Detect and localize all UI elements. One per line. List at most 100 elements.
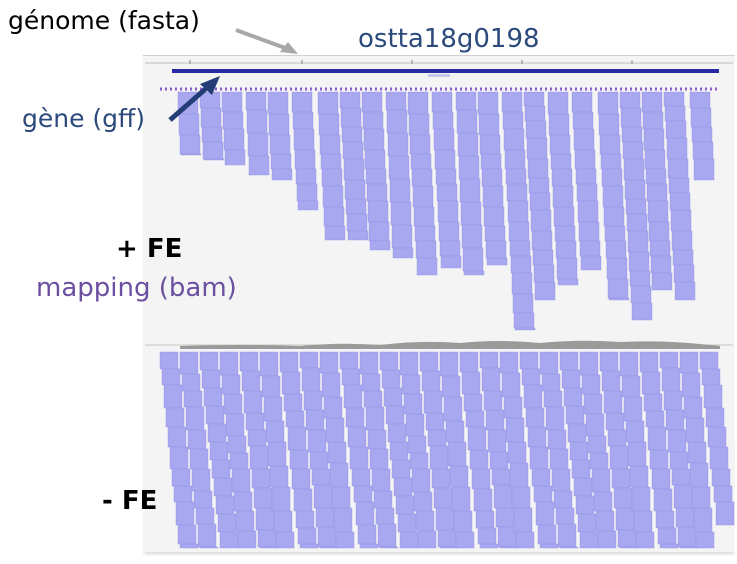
aligned-read[interactable] bbox=[619, 91, 641, 109]
aligned-read[interactable] bbox=[479, 351, 499, 369]
aligned-read[interactable] bbox=[569, 441, 589, 461]
aligned-read[interactable] bbox=[339, 351, 359, 370]
aligned-read[interactable] bbox=[223, 393, 243, 415]
aligned-read[interactable] bbox=[499, 546, 519, 549]
aligned-read[interactable] bbox=[485, 409, 505, 431]
aligned-read[interactable] bbox=[379, 546, 399, 549]
aligned-read[interactable] bbox=[509, 462, 529, 488]
aligned-read[interactable] bbox=[435, 168, 457, 185]
aligned-read[interactable] bbox=[415, 510, 435, 532]
aligned-read[interactable] bbox=[679, 351, 699, 374]
aligned-read[interactable] bbox=[641, 371, 661, 395]
aligned-read[interactable] bbox=[486, 257, 508, 266]
aligned-read[interactable] bbox=[549, 134, 571, 155]
aligned-read[interactable] bbox=[229, 452, 249, 470]
aligned-read[interactable] bbox=[405, 413, 425, 437]
aligned-read[interactable] bbox=[386, 109, 408, 134]
aligned-read[interactable] bbox=[683, 396, 703, 419]
aligned-read[interactable] bbox=[180, 153, 202, 156]
aligned-read[interactable] bbox=[307, 429, 327, 453]
aligned-read[interactable] bbox=[467, 426, 487, 451]
aligned-read[interactable] bbox=[483, 206, 505, 227]
aligned-read[interactable] bbox=[659, 543, 679, 549]
aligned-read[interactable] bbox=[579, 531, 599, 549]
aligned-read[interactable] bbox=[693, 158, 715, 181]
aligned-read[interactable] bbox=[624, 179, 646, 200]
aligned-read[interactable] bbox=[269, 465, 289, 488]
aligned-read[interactable] bbox=[527, 426, 547, 448]
aligned-read[interactable] bbox=[341, 126, 363, 143]
aligned-read[interactable] bbox=[407, 91, 429, 115]
aligned-read[interactable] bbox=[691, 126, 713, 143]
aligned-read[interactable] bbox=[299, 351, 319, 369]
aligned-read[interactable] bbox=[175, 501, 195, 526]
aligned-read[interactable] bbox=[567, 423, 587, 443]
aligned-read[interactable] bbox=[345, 407, 365, 428]
aligned-read[interactable] bbox=[689, 462, 709, 488]
aligned-read[interactable] bbox=[578, 221, 600, 242]
aligned-read[interactable] bbox=[479, 543, 499, 549]
aligned-read[interactable] bbox=[369, 448, 389, 470]
aligned-read[interactable] bbox=[693, 507, 713, 533]
aligned-read[interactable] bbox=[271, 486, 291, 512]
aligned-read[interactable] bbox=[281, 371, 301, 395]
aligned-read[interactable] bbox=[199, 351, 219, 371]
aligned-read[interactable] bbox=[484, 225, 506, 242]
aligned-read[interactable] bbox=[665, 120, 687, 139]
aligned-read[interactable] bbox=[573, 128, 595, 151]
aligned-read[interactable] bbox=[513, 507, 533, 533]
aligned-read[interactable] bbox=[207, 423, 227, 443]
aligned-read[interactable] bbox=[270, 153, 292, 170]
aligned-read[interactable] bbox=[319, 351, 339, 374]
aligned-read[interactable] bbox=[529, 192, 551, 211]
aligned-read[interactable] bbox=[365, 406, 385, 431]
aligned-read[interactable] bbox=[309, 451, 329, 470]
aligned-read[interactable] bbox=[510, 255, 532, 274]
aligned-read[interactable] bbox=[295, 510, 315, 529]
aligned-read[interactable] bbox=[235, 510, 255, 532]
plus-fe-alignments-track[interactable] bbox=[177, 91, 715, 331]
aligned-read[interactable] bbox=[201, 126, 223, 143]
aligned-read[interactable] bbox=[650, 255, 672, 274]
aligned-read[interactable] bbox=[319, 546, 339, 549]
aligned-read[interactable] bbox=[171, 468, 191, 487]
aligned-read[interactable] bbox=[703, 384, 723, 409]
aligned-read[interactable] bbox=[253, 487, 273, 509]
aligned-read[interactable] bbox=[169, 446, 189, 470]
aligned-read[interactable] bbox=[531, 230, 553, 251]
aligned-read[interactable] bbox=[553, 206, 575, 227]
aligned-read[interactable] bbox=[318, 113, 340, 136]
aligned-read[interactable] bbox=[215, 495, 235, 515]
aligned-read[interactable] bbox=[508, 221, 530, 242]
aligned-read[interactable] bbox=[219, 531, 239, 549]
aligned-read[interactable] bbox=[555, 240, 577, 259]
aligned-read[interactable] bbox=[259, 351, 279, 377]
aligned-read[interactable] bbox=[293, 128, 315, 151]
aligned-read[interactable] bbox=[709, 446, 729, 470]
aligned-read[interactable] bbox=[623, 158, 645, 181]
aligned-read[interactable] bbox=[323, 396, 343, 419]
aligned-read[interactable] bbox=[245, 91, 267, 111]
aligned-read[interactable] bbox=[165, 407, 185, 428]
aligned-read[interactable] bbox=[387, 423, 407, 443]
aligned-read[interactable] bbox=[292, 111, 314, 130]
aligned-read[interactable] bbox=[576, 183, 598, 202]
aligned-read[interactable] bbox=[579, 351, 599, 376]
aligned-read[interactable] bbox=[655, 510, 675, 529]
aligned-read[interactable] bbox=[222, 111, 244, 130]
aligned-read[interactable] bbox=[529, 446, 549, 470]
aligned-read[interactable] bbox=[528, 177, 550, 194]
aligned-read[interactable] bbox=[587, 435, 607, 454]
aligned-read[interactable] bbox=[591, 468, 611, 493]
aligned-read[interactable] bbox=[507, 441, 527, 464]
aligned-read[interactable] bbox=[413, 491, 433, 512]
aligned-read[interactable] bbox=[577, 513, 597, 533]
aligned-read[interactable] bbox=[699, 351, 719, 370]
aligned-read[interactable] bbox=[547, 429, 567, 450]
aligned-read[interactable] bbox=[483, 390, 503, 411]
aligned-read[interactable] bbox=[537, 524, 557, 545]
aligned-read[interactable] bbox=[291, 468, 311, 490]
aligned-read[interactable] bbox=[647, 426, 667, 451]
aligned-read[interactable] bbox=[643, 128, 665, 151]
aligned-read[interactable] bbox=[503, 128, 525, 151]
